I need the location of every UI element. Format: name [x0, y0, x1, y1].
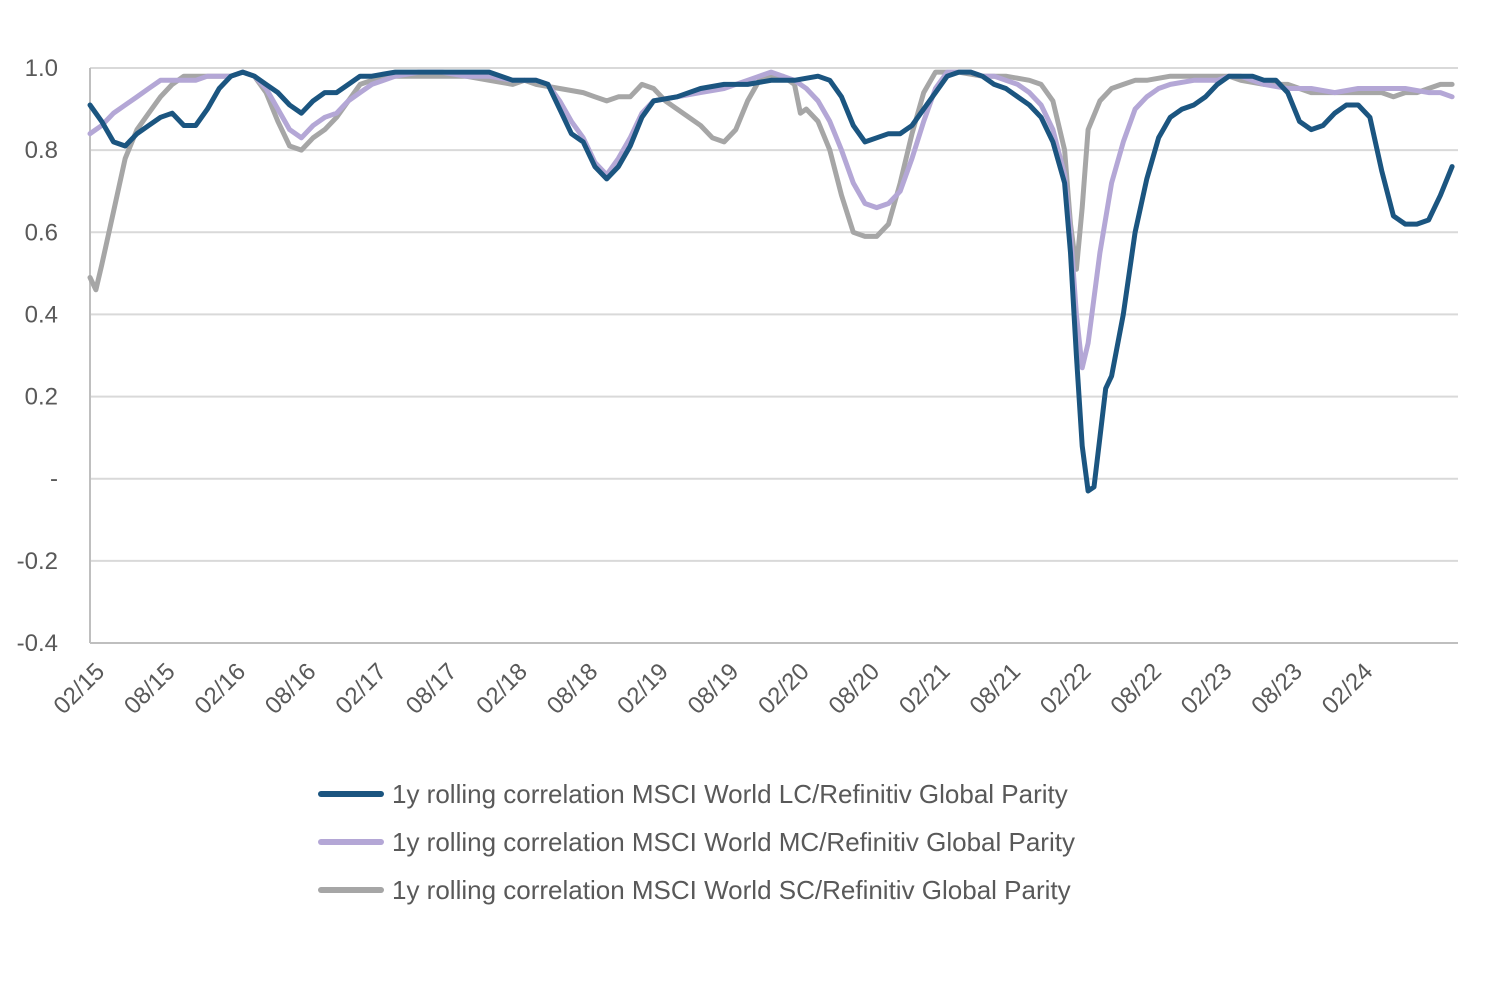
- legend-item-sc: 1y rolling correlation MSCI World SC/Ref…: [318, 866, 1075, 914]
- x-axis-tick-labels: 02/15 08/15 02/16 08/16 02/17 08/17 02/18 08/18…: [49, 658, 1379, 720]
- series-lines: [87, 69, 1455, 494]
- x-tick-label: 08/23: [1246, 658, 1308, 720]
- y-tick-label: -: [50, 466, 58, 493]
- series-line-sc: [87, 69, 1455, 293]
- y-tick-label: 0.4: [25, 301, 58, 328]
- line-chart: 1.0 0.8 0.6 0.4 0.2 - -0.2 -0.4 02/15 08/15 02/16…: [17, 55, 1458, 720]
- legend-swatch-lc: [318, 791, 384, 797]
- x-tick-label: 08/16: [260, 658, 322, 720]
- x-tick-label: 08/17: [401, 658, 463, 720]
- y-tick-label: 0.8: [25, 137, 58, 164]
- legend-label-lc: 1y rolling correlation MSCI World LC/Ref…: [392, 778, 1068, 809]
- x-tick-label: 02/20: [753, 658, 815, 720]
- series-line-lc: [87, 69, 1455, 494]
- x-tick-label: 08/15: [119, 658, 181, 720]
- x-tick-label: 02/17: [330, 658, 392, 720]
- legend-label-sc: 1y rolling correlation MSCI World SC/Ref…: [392, 874, 1071, 905]
- y-tick-label: -0.4: [17, 630, 58, 657]
- x-tick-label: 08/19: [683, 658, 745, 720]
- legend-swatch-mc: [318, 839, 384, 845]
- grid-lines: [90, 67, 1458, 562]
- legend-item-mc: 1y rolling correlation MSCI World MC/Ref…: [318, 818, 1075, 866]
- axes: [89, 68, 1458, 644]
- x-tick-label: 02/23: [1176, 658, 1238, 720]
- x-tick-label: 02/22: [1035, 658, 1097, 720]
- x-tick-label: 02/16: [189, 658, 251, 720]
- legend-label-mc: 1y rolling correlation MSCI World MC/Ref…: [392, 826, 1075, 857]
- x-tick-label: 02/19: [612, 658, 674, 720]
- legend-item-lc: 1y rolling correlation MSCI World LC/Ref…: [318, 770, 1075, 818]
- legend: 1y rolling correlation MSCI World LC/Ref…: [318, 770, 1075, 914]
- x-tick-label: 02/24: [1317, 658, 1379, 720]
- y-tick-label: 0.6: [25, 219, 58, 246]
- y-tick-label: -0.2: [17, 548, 58, 575]
- legend-swatch-sc: [318, 887, 384, 893]
- x-tick-label: 08/20: [824, 658, 886, 720]
- x-tick-label: 08/18: [542, 658, 604, 720]
- y-axis-tick-labels: 1.0 0.8 0.6 0.4 0.2 - -0.2 -0.4: [17, 55, 58, 657]
- x-tick-label: 02/18: [471, 658, 533, 720]
- x-tick-label: 02/15: [49, 658, 111, 720]
- x-tick-label: 02/21: [894, 658, 956, 720]
- series-line-mc: [87, 69, 1455, 371]
- y-tick-label: 0.2: [25, 384, 58, 411]
- x-tick-label: 08/22: [1105, 658, 1167, 720]
- x-tick-label: 08/21: [964, 658, 1026, 720]
- y-tick-label: 1.0: [25, 55, 58, 82]
